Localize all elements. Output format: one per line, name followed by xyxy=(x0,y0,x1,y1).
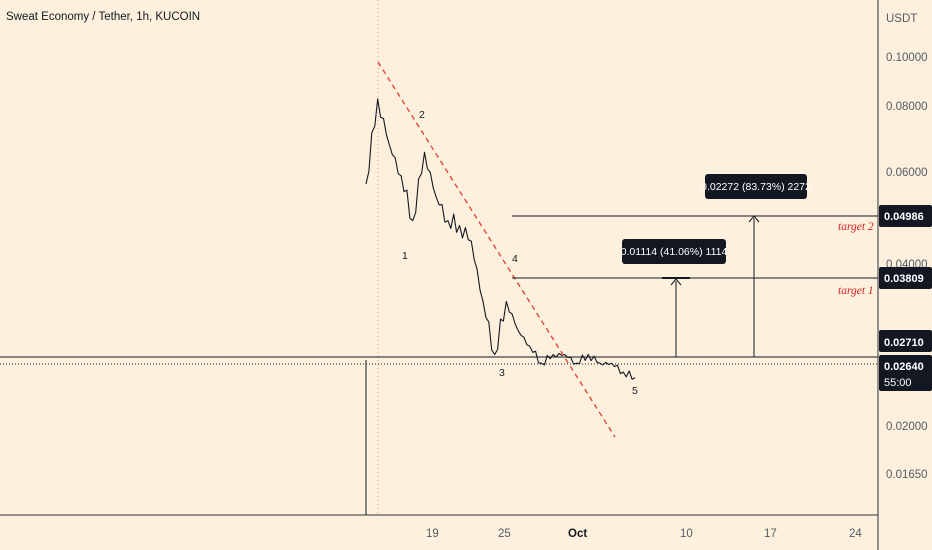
price-tag-countdown: 55:00 xyxy=(884,377,912,389)
price-series-line xyxy=(365,98,636,380)
price-tag-last-bg xyxy=(879,355,932,391)
price-tag-last-text: 0.02640 xyxy=(884,361,924,373)
price-tag-target2-text: 0.04986 xyxy=(884,211,924,223)
measure-1-tool[interactable]: 0.01114 (41.06%) 1114 xyxy=(621,239,728,357)
measure-2-arrowhead xyxy=(748,215,760,223)
price-tag-target2: 0.04986 xyxy=(879,205,932,227)
y-tick: 0.01650 xyxy=(886,469,928,481)
price-tag-close-text: 0.02710 xyxy=(884,337,924,349)
wave-label-1: 1 xyxy=(402,250,408,262)
x-tick: 17 xyxy=(764,528,777,540)
price-axis-currency: USDT xyxy=(886,13,917,25)
x-tick: 25 xyxy=(498,528,511,540)
descending-trendline[interactable] xyxy=(377,61,616,438)
chart-title: Sweat Economy / Tether, 1h, KUCOIN xyxy=(6,11,200,23)
y-axis-ticks: 0.10000 0.08000 0.06000 0.04000 0.02000 … xyxy=(886,52,928,481)
price-tag-last: 0.02640 55:00 xyxy=(879,355,932,391)
y-tick: 0.10000 xyxy=(886,52,928,64)
x-tick: Oct xyxy=(568,528,587,540)
price-tag-close: 0.02710 xyxy=(879,330,932,352)
x-tick: 19 xyxy=(426,528,439,540)
y-tick: 0.02000 xyxy=(886,421,928,433)
target-2-label: target 2 xyxy=(838,221,874,233)
price-tag-target2-bg xyxy=(879,205,932,227)
x-tick: 24 xyxy=(849,528,862,540)
measure-2-tool[interactable]: 0.02272 (83.73%) 2272 xyxy=(701,174,811,357)
wave-label-3: 3 xyxy=(499,367,505,379)
target-1-label: target 1 xyxy=(838,285,874,297)
x-tick: 10 xyxy=(680,528,693,540)
wave-labels: 1 2 3 4 5 xyxy=(402,109,638,397)
measure-1-text: 0.01114 (41.06%) 1114 xyxy=(621,246,728,258)
measure-2-box xyxy=(705,174,807,199)
measure-1-box xyxy=(622,239,726,264)
measure-2-text: 0.02272 (83.73%) 2272 xyxy=(701,181,811,193)
wave-label-2: 2 xyxy=(419,109,425,121)
y-tick: 0.08000 xyxy=(886,101,928,113)
price-tag-target1: 0.03809 xyxy=(879,267,932,289)
wave-label-5: 5 xyxy=(632,385,638,397)
price-tag-target1-text: 0.03809 xyxy=(884,273,924,285)
price-tag-close-bg xyxy=(879,330,932,352)
x-axis-ticks: 19 25 Oct 10 17 24 xyxy=(426,528,862,540)
price-tag-target1-bg xyxy=(879,267,932,289)
y-tick: 0.06000 xyxy=(886,167,928,179)
wave-label-4: 4 xyxy=(512,253,518,265)
